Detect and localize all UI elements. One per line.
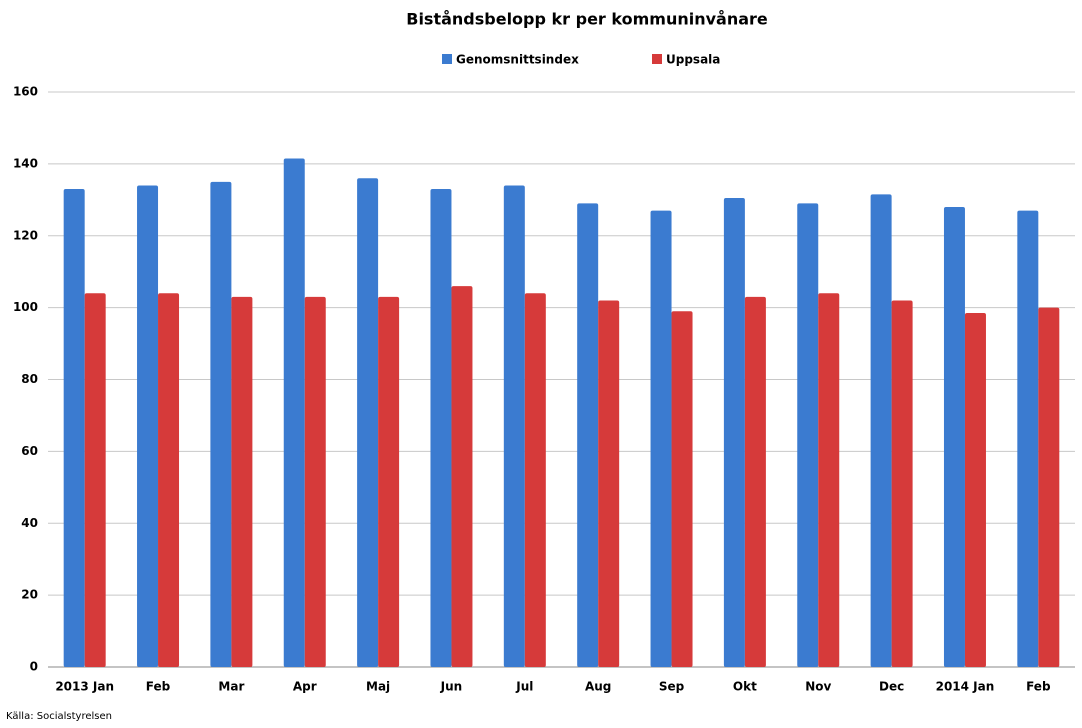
bar	[378, 296, 400, 667]
bar	[1017, 210, 1039, 667]
bar	[524, 293, 546, 667]
legend-label: Genomsnittsindex	[456, 53, 579, 67]
bar	[430, 189, 452, 667]
bar	[503, 185, 525, 667]
x-tick-label: Aug	[585, 680, 611, 694]
bar	[283, 158, 305, 667]
bar	[870, 194, 892, 667]
x-tick-label: Dec	[879, 680, 904, 694]
y-tick-label: 0	[30, 660, 38, 674]
x-tick-label: 2013 Jan	[55, 680, 114, 694]
x-tick-label: Mar	[218, 680, 244, 694]
bar	[744, 296, 766, 667]
y-tick-label: 80	[21, 372, 38, 386]
bar	[577, 203, 599, 667]
bar	[797, 203, 819, 667]
bar	[63, 189, 85, 667]
y-tick-label: 120	[13, 228, 38, 242]
bar	[1038, 307, 1060, 667]
bar	[231, 296, 253, 667]
bar	[818, 293, 840, 667]
legend-swatch	[442, 54, 452, 64]
x-tick-label: Maj	[366, 680, 390, 694]
bar	[137, 185, 159, 667]
bar	[891, 300, 913, 667]
bar	[671, 311, 693, 667]
x-tick-label: Feb	[1026, 680, 1051, 694]
x-tick-label: Okt	[733, 680, 757, 694]
bar	[304, 296, 326, 667]
bar	[943, 207, 965, 667]
x-tick-label: Nov	[805, 680, 831, 694]
bar	[723, 198, 745, 667]
legend-swatch	[652, 54, 662, 64]
bar	[158, 293, 180, 667]
bar	[598, 300, 620, 667]
y-tick-label: 160	[13, 85, 38, 99]
chart-title: Biståndsbelopp kr per kommuninvånare	[406, 10, 768, 29]
x-tick-label: Jul	[515, 680, 533, 694]
bar	[84, 293, 106, 667]
bar	[210, 181, 232, 667]
x-tick-label: Jun	[440, 680, 463, 694]
y-tick-label: 140	[13, 156, 38, 170]
y-tick-label: 60	[21, 444, 38, 458]
bar	[451, 286, 473, 667]
bar	[357, 178, 379, 667]
legend-label: Uppsala	[666, 53, 720, 67]
x-tick-label: Feb	[146, 680, 171, 694]
y-tick-label: 20	[21, 588, 38, 602]
x-tick-label: Sep	[659, 680, 685, 694]
bar	[650, 210, 672, 667]
y-tick-label: 40	[21, 516, 38, 530]
x-tick-label: 2014 Jan	[936, 680, 995, 694]
x-tick-label: Apr	[293, 680, 317, 694]
y-tick-label: 100	[13, 300, 38, 314]
source: Källa: Socialstyrelsen	[6, 711, 112, 722]
bar	[964, 313, 986, 667]
